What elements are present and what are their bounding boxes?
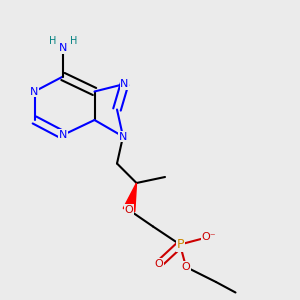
Text: O⁻: O⁻ [201,232,216,242]
Text: N: N [120,79,129,89]
Text: H: H [70,35,77,46]
Polygon shape [123,183,136,212]
Text: O: O [154,259,164,269]
Text: O: O [182,262,190,272]
Text: N: N [59,43,67,53]
Text: N: N [119,131,127,142]
Text: N: N [59,130,67,140]
Text: N: N [30,86,39,97]
Text: P: P [176,238,184,251]
Text: H: H [49,35,56,46]
Text: O: O [124,205,134,215]
